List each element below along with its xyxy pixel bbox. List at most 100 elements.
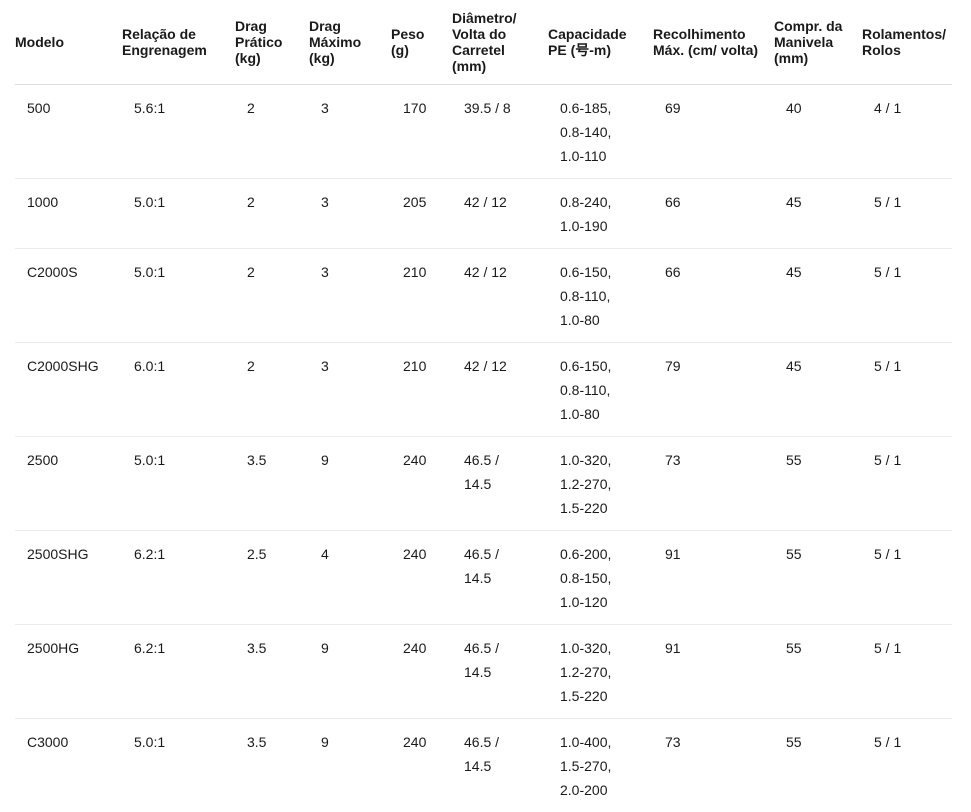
cell-text: 240 (403, 639, 427, 656)
column-header: Modelo (15, 0, 122, 85)
cell-text: 46.5 / 14.5 (464, 451, 500, 492)
cell-text: 2 (247, 99, 255, 116)
cell-text: 2500SHG (27, 545, 89, 562)
cell-text: 55 (786, 451, 802, 468)
cell-text: 42 / 12 (464, 357, 507, 374)
cell-text: 3 (321, 99, 329, 116)
cell-text: 5 / 1 (874, 263, 902, 280)
table-cell: 210 (391, 248, 452, 343)
table-cell: 210 (391, 342, 452, 437)
table-cell: 2 (235, 342, 309, 437)
table-cell: 46.5 / 14.5 (452, 624, 548, 719)
cell-text: C2000SHG (27, 357, 99, 374)
column-header: Relação de Engrenagem (122, 0, 235, 85)
column-header: Drag Prático (kg) (235, 0, 309, 85)
cell-text: 46.5 / 14.5 (464, 545, 500, 586)
cell-text: 170 (403, 99, 427, 116)
table-cell: 1.0-400, 1.5-270, 2.0-200 (548, 718, 653, 812)
cell-text: 2 (247, 193, 255, 210)
table-cell: 73 (653, 718, 774, 812)
cell-text: 1.0-400, 1.5-270, 2.0-200 (560, 733, 612, 798)
column-header: Rolamentos/ Rolos (862, 0, 952, 85)
table-cell: 46.5 / 14.5 (452, 436, 548, 531)
column-header: Capacidade PE (号-m) (548, 0, 653, 85)
table-cell: 240 (391, 530, 452, 625)
table-cell: 79 (653, 342, 774, 437)
cell-text: 9 (321, 639, 329, 656)
cell-text: 45 (786, 193, 802, 210)
table-cell: 6.2:1 (122, 624, 235, 719)
table-cell: 5 / 1 (862, 718, 952, 812)
table-cell: 2.5 (235, 530, 309, 625)
cell-text: 0.6-150, 0.8-110, 1.0-80 (560, 357, 612, 422)
cell-text: 9 (321, 733, 329, 750)
cell-text: 2.5 (247, 545, 267, 562)
table-cell: 5.0:1 (122, 436, 235, 531)
table-cell: 55 (774, 436, 862, 531)
table-cell: 42 / 12 (452, 178, 548, 249)
cell-text: 42 / 12 (464, 263, 507, 280)
table-cell: 2 (235, 84, 309, 179)
cell-text: 40 (786, 99, 802, 116)
table-cell: 4 / 1 (862, 84, 952, 179)
cell-text: 73 (665, 733, 681, 750)
cell-text: 5.6:1 (134, 99, 166, 116)
table-cell: 5 / 1 (862, 248, 952, 343)
cell-text: 210 (403, 357, 427, 374)
table-cell: 0.6-200, 0.8-150, 1.0-120 (548, 530, 653, 625)
table-cell: 2500SHG (15, 530, 122, 625)
cell-text: 39.5 / 8 (464, 99, 511, 116)
cell-text: 5 / 1 (874, 733, 902, 750)
cell-text: 9 (321, 451, 329, 468)
cell-text: 0.6-185, 0.8-140, 1.0-110 (560, 99, 612, 164)
table-row: 2500HG 6.2:1 3.5 9 240 46.5 / 14.5 1.0-320, 1.… (15, 624, 952, 719)
cell-text: 3 (321, 193, 329, 210)
cell-text: 91 (665, 639, 681, 656)
cell-text: 2 (247, 263, 255, 280)
table-row: 1000 5.0:1 2 3 205 42 / 12 0.8-240, 1.0-190 66 4… (15, 178, 952, 249)
cell-text: 3 (321, 357, 329, 374)
table-cell: 2500HG (15, 624, 122, 719)
table-cell: 6.2:1 (122, 530, 235, 625)
column-header: Recolhimento Máx. (cm/ volta) (653, 0, 774, 85)
table-cell: 5 / 1 (862, 624, 952, 719)
table-cell: 5.0:1 (122, 248, 235, 343)
table-cell: 4 (309, 530, 391, 625)
cell-text: 1.0-320, 1.2-270, 1.5-220 (560, 639, 612, 704)
table-cell: 5 / 1 (862, 342, 952, 437)
cell-text: 5 / 1 (874, 193, 902, 210)
cell-text: 69 (665, 99, 681, 116)
table-header: Modelo Relação de Engrenagem Drag Prático … (15, 0, 952, 85)
cell-text: 3.5 (247, 639, 267, 656)
cell-text: 240 (403, 733, 427, 750)
cell-text: 73 (665, 451, 681, 468)
table-cell: 39.5 / 8 (452, 84, 548, 179)
table-cell: 0.8-240, 1.0-190 (548, 178, 653, 249)
column-header: Compr. da Manivela (mm) (774, 0, 862, 85)
table-cell: 46.5 / 14.5 (452, 718, 548, 812)
cell-text: 6.2:1 (134, 639, 166, 656)
cell-text: 205 (403, 193, 427, 210)
cell-text: 5.0:1 (134, 193, 166, 210)
cell-text: 66 (665, 263, 681, 280)
table-cell: 55 (774, 530, 862, 625)
cell-text: 5 / 1 (874, 451, 902, 468)
cell-text: 4 (321, 545, 329, 562)
cell-text: 66 (665, 193, 681, 210)
cell-text: 42 / 12 (464, 193, 507, 210)
cell-text: 55 (786, 639, 802, 656)
table-cell: C2000S (15, 248, 122, 343)
cell-text: 210 (403, 263, 427, 280)
table-cell: 3.5 (235, 718, 309, 812)
table-cell: 42 / 12 (452, 342, 548, 437)
table-cell: 3 (309, 178, 391, 249)
cell-text: 55 (786, 733, 802, 750)
table-cell: 45 (774, 248, 862, 343)
table-row: C2000S 5.0:1 2 3 210 42 / 12 0.6-150, 0.8-110,… (15, 248, 952, 343)
column-header: Diâmetro/ Volta do Carretel (mm) (452, 0, 548, 85)
table-cell: 5.6:1 (122, 84, 235, 179)
cell-text: 3.5 (247, 733, 267, 750)
cell-text: 5.0:1 (134, 263, 166, 280)
table-cell: 40 (774, 84, 862, 179)
